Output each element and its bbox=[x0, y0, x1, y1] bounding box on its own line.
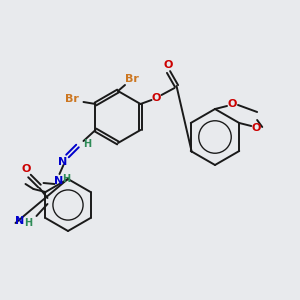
Text: N: N bbox=[15, 216, 24, 226]
Text: Br: Br bbox=[125, 74, 139, 84]
Text: O: O bbox=[227, 99, 237, 109]
Text: H: H bbox=[83, 139, 92, 149]
Text: O: O bbox=[22, 164, 31, 174]
Text: Br: Br bbox=[64, 94, 78, 104]
Text: N: N bbox=[54, 176, 63, 186]
Text: O: O bbox=[164, 60, 173, 70]
Text: N: N bbox=[58, 157, 67, 167]
Text: O: O bbox=[152, 93, 161, 103]
Text: O: O bbox=[252, 123, 261, 133]
Text: H: H bbox=[24, 218, 32, 228]
Text: H: H bbox=[62, 174, 70, 184]
